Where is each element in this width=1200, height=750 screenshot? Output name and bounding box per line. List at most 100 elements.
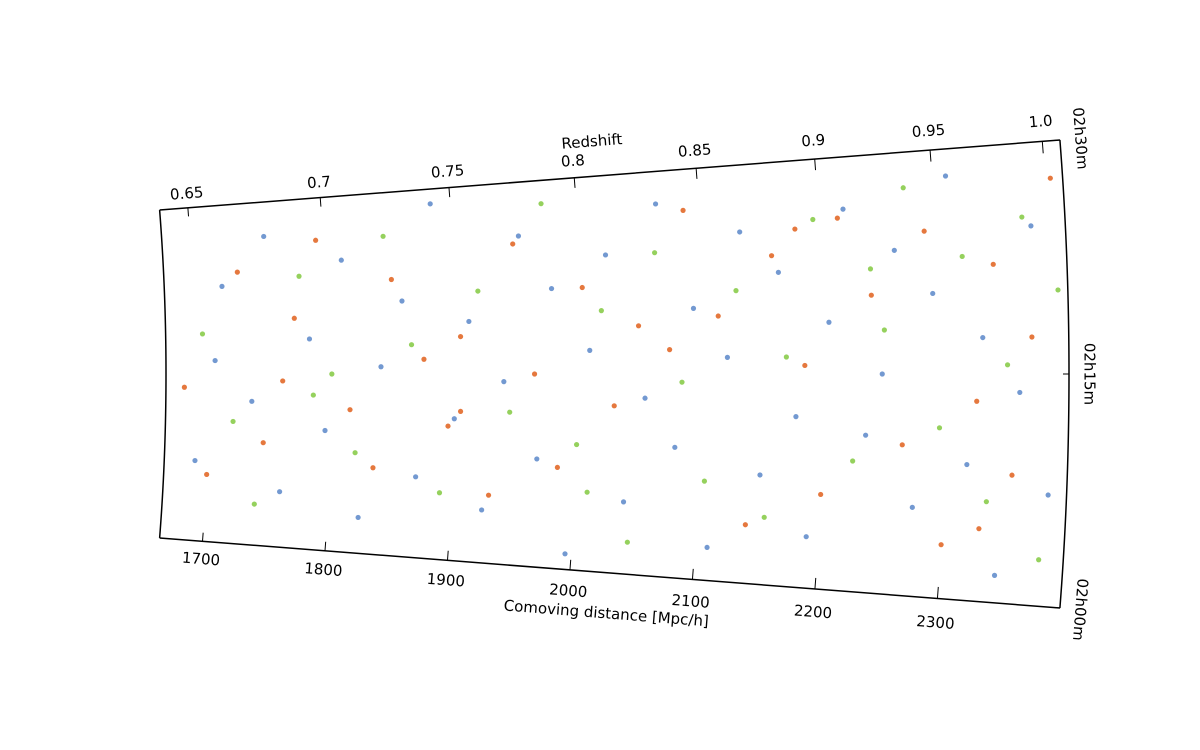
data-point [199,331,206,337]
data-point [204,471,210,478]
data-point [413,474,419,480]
x-tick-label: 1900 [426,570,465,591]
data-point [834,215,840,221]
data-point [378,364,384,370]
data-point [724,354,731,360]
data-point [840,206,846,212]
data-point [868,292,874,298]
data-point [261,233,267,240]
y-tick-label: 02h15m [1081,343,1099,405]
x2-tick-label: 0.9 [801,131,826,151]
x2-tick-label: 0.65 [169,183,204,204]
x-tick-label: 2200 [793,601,832,622]
x-tick [202,532,204,542]
x2-tick [319,197,322,207]
data-point [338,257,344,263]
x-tick-label: 2100 [671,591,710,612]
data-point [737,229,743,235]
data-point [642,395,648,401]
x2-tick [573,177,576,188]
data-point [479,507,485,513]
data-point [408,342,415,348]
data-point [775,269,781,275]
data-point [501,379,507,385]
frame [158,209,167,539]
data-point [701,478,708,484]
frame [159,139,1060,609]
data-point [850,458,856,464]
data-point [457,408,464,415]
data-point [260,440,266,446]
data-point [757,472,763,478]
data-point [652,250,658,256]
x2-tick-label: 0.95 [911,121,946,142]
data-point [1028,223,1034,229]
data-point [793,414,799,420]
x2-tick [695,168,698,179]
data-point [219,283,225,289]
data-point [352,450,358,456]
data-point [802,362,808,369]
data-point [277,489,283,495]
data-point [230,418,236,425]
data-point [475,288,481,294]
data-point [974,398,980,404]
data-point [983,499,989,505]
data-point [445,423,451,429]
data-point [1019,214,1025,220]
data-point [296,273,302,279]
data-point [399,298,405,304]
data-point [1055,287,1061,293]
x2-tick-label: 0.85 [677,140,712,161]
data-point [587,347,593,353]
data-point [990,261,996,267]
x-tick [324,541,327,551]
data-point [938,542,944,548]
data-point [891,247,897,253]
data-point [1045,492,1051,498]
data-point [964,461,970,468]
data-point [181,384,187,390]
data-point [909,504,915,510]
data-point [280,378,286,384]
data-point [733,288,739,294]
x2-tick-label: 0.7 [306,172,331,192]
data-point [792,226,798,232]
data-point [322,427,328,434]
data-point [1029,334,1035,340]
data-point [234,269,240,275]
data-point [680,207,686,213]
x2-tick-label: 0.75 [430,161,465,182]
data-point [291,315,297,321]
x-tick [814,577,817,589]
data-point [306,336,313,342]
data-point [611,403,617,409]
data-point [427,201,433,207]
data-point [942,173,949,179]
data-point [251,501,257,507]
data-point [980,334,986,341]
x-tick-label: 1700 [181,549,220,570]
data-point [1009,472,1015,478]
data-point [579,284,585,291]
data-point [921,228,927,234]
data-point [672,444,678,450]
data-point [803,534,809,540]
x-tick [691,568,694,580]
data-point [1017,389,1023,396]
data-point [554,464,561,471]
x2-tick [448,187,451,198]
data-point [761,514,767,520]
data-point [451,416,457,422]
data-point [768,253,775,259]
data-point [704,544,710,551]
data-point [1047,175,1053,181]
x2-tick [929,150,932,162]
data-point [936,425,943,431]
data-point [976,526,982,532]
data-point [562,551,568,557]
x2-axis-label: Redshift [561,130,623,153]
data-point [510,241,516,247]
data-point [531,371,538,377]
